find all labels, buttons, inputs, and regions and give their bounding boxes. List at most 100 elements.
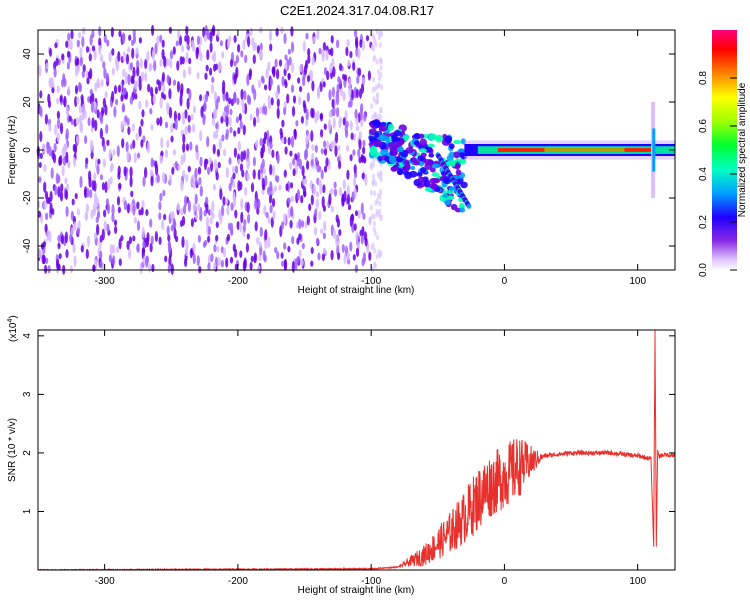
heatmap-noise-cell — [90, 150, 94, 160]
heatmap-noise-cell — [62, 73, 66, 84]
heatmap-noise-cell — [338, 63, 343, 71]
heatmap-noise-cell — [304, 220, 308, 229]
heatmap-noise-cell — [77, 31, 82, 39]
heatmap-noise-cell — [239, 181, 243, 191]
heatmap-noise-cell — [180, 179, 184, 192]
heatmap-noise-cell — [48, 122, 52, 132]
heatmap-noise-cell — [363, 231, 368, 242]
heatmap-fade-cell — [375, 197, 379, 204]
heatmap-noise-cell — [44, 113, 49, 125]
heatmap-noise-cell — [327, 118, 332, 131]
heatmap-transition-cell — [459, 207, 466, 213]
heatmap-noise-cell — [356, 75, 360, 84]
heatmap-noise-cell — [233, 147, 237, 158]
heatmap-noise-cell — [242, 150, 247, 160]
heatmap-transition-cell — [454, 162, 461, 170]
heatmap-noise-cell — [211, 200, 215, 212]
heatmap-noise-cell — [244, 54, 248, 64]
heatmap-noise-cell — [48, 146, 52, 157]
heatmap-noise-cell — [265, 211, 269, 219]
heatmap-noise-cell — [336, 93, 340, 106]
heatmap-noise-cell — [338, 78, 342, 85]
heatmap-noise-cell — [221, 134, 225, 142]
heatmap-noise-cell — [184, 257, 188, 268]
heatmap-noise-cell — [314, 208, 318, 217]
heatmap-noise-cell — [276, 152, 280, 165]
colorbar-label: Normalized spectral amplitude — [737, 82, 748, 217]
heatmap-noise-cell — [86, 77, 90, 85]
heatmap-noise-cell — [59, 95, 63, 103]
heatmap-noise-cell — [283, 67, 287, 77]
heatmap-noise-cell — [222, 196, 226, 206]
heatmap-noise-cell — [240, 88, 244, 100]
heatmap-noise-cell — [64, 177, 68, 185]
heatmap-noise-cell — [354, 210, 359, 217]
heatmap-noise-cell — [181, 45, 185, 53]
heatmap-noise-cell — [64, 189, 69, 201]
heatmap-noise-cell — [109, 176, 113, 185]
heatmap-noise-cell — [352, 61, 356, 71]
heatmap-noise-cell — [172, 46, 176, 55]
heatmap-noise-cell — [133, 216, 137, 224]
heatmap-noise-cell — [65, 40, 69, 49]
heatmap-noise-cell — [133, 152, 137, 164]
heatmap-noise-cell — [138, 209, 142, 216]
heatmap-noise-cell — [90, 101, 94, 113]
heatmap-noise-cell — [136, 244, 140, 252]
heatmap-noise-cell — [185, 174, 189, 183]
heatmap-noise-cell — [102, 158, 106, 168]
heatmap-fade-cell — [378, 193, 382, 200]
heatmap-noise-cell — [93, 232, 98, 240]
heatmap-noise-cell — [181, 215, 186, 227]
heatmap-noise-cell — [306, 160, 310, 170]
heatmap-noise-cell — [93, 48, 97, 61]
heatmap-noise-cell — [168, 106, 173, 119]
heatmap-noise-cell — [315, 237, 320, 245]
heatmap-noise-cell — [311, 108, 315, 119]
heatmap-noise-cell — [144, 72, 148, 82]
heatmap-noise-cell — [345, 46, 349, 57]
heatmap-noise-cell — [122, 32, 126, 44]
heatmap-fade-cell — [373, 112, 377, 119]
heatmap-noise-cell — [166, 102, 170, 111]
heatmap-noise-cell — [293, 128, 297, 141]
heatmap-noise-cell — [95, 197, 99, 208]
heatmap-noise-cell — [79, 175, 83, 188]
heatmap-noise-cell — [274, 175, 278, 182]
heatmap-noise-cell — [134, 93, 138, 100]
heatmap-noise-cell — [145, 99, 149, 109]
heatmap-band-accent — [544, 147, 625, 153]
heatmap-transition-cell — [374, 132, 380, 138]
heatmap-noise-cell — [267, 216, 271, 225]
heatmap-noise-cell — [286, 93, 290, 104]
heatmap-noise-cell — [197, 203, 201, 212]
heatmap-noise-cell — [160, 150, 164, 157]
heatmap-noise-cell — [123, 166, 127, 177]
heatmap-noise-cell — [185, 247, 189, 257]
heatmap-noise-cell — [99, 127, 103, 140]
heatmap-noise-cell — [168, 174, 172, 186]
heatmap-noise-cell — [186, 34, 190, 46]
heatmap-transition-cell — [380, 149, 389, 156]
heatmap-noise-cell — [109, 244, 113, 255]
heatmap-noise-cell — [192, 42, 196, 53]
heatmap-noise-cell — [273, 185, 277, 192]
heatmap-noise-cell — [164, 255, 168, 263]
heatmap-noise-cell — [199, 206, 203, 219]
heatmap-noise-cell — [259, 106, 263, 115]
heatmap-noise-cell — [311, 80, 315, 92]
heatmap-noise-cell — [266, 129, 270, 142]
heatmap-noise-cell — [75, 117, 79, 126]
heatmap-noise-cell — [128, 34, 132, 41]
heatmap-noise-cell — [46, 141, 50, 150]
heatmap-noise-cell — [74, 84, 79, 95]
heatmap-noise-cell — [256, 45, 260, 54]
heatmap-noise-cell — [331, 86, 335, 98]
heatmap-noise-cell — [146, 232, 150, 242]
heatmap-noise-cell — [144, 58, 148, 70]
heatmap-noise-cell — [268, 29, 273, 42]
heatmap-noise-cell — [292, 95, 297, 104]
heatmap-noise-cell — [344, 129, 349, 138]
heatmap-noise-cell — [93, 172, 97, 181]
heatmap-noise-cell — [331, 98, 335, 109]
